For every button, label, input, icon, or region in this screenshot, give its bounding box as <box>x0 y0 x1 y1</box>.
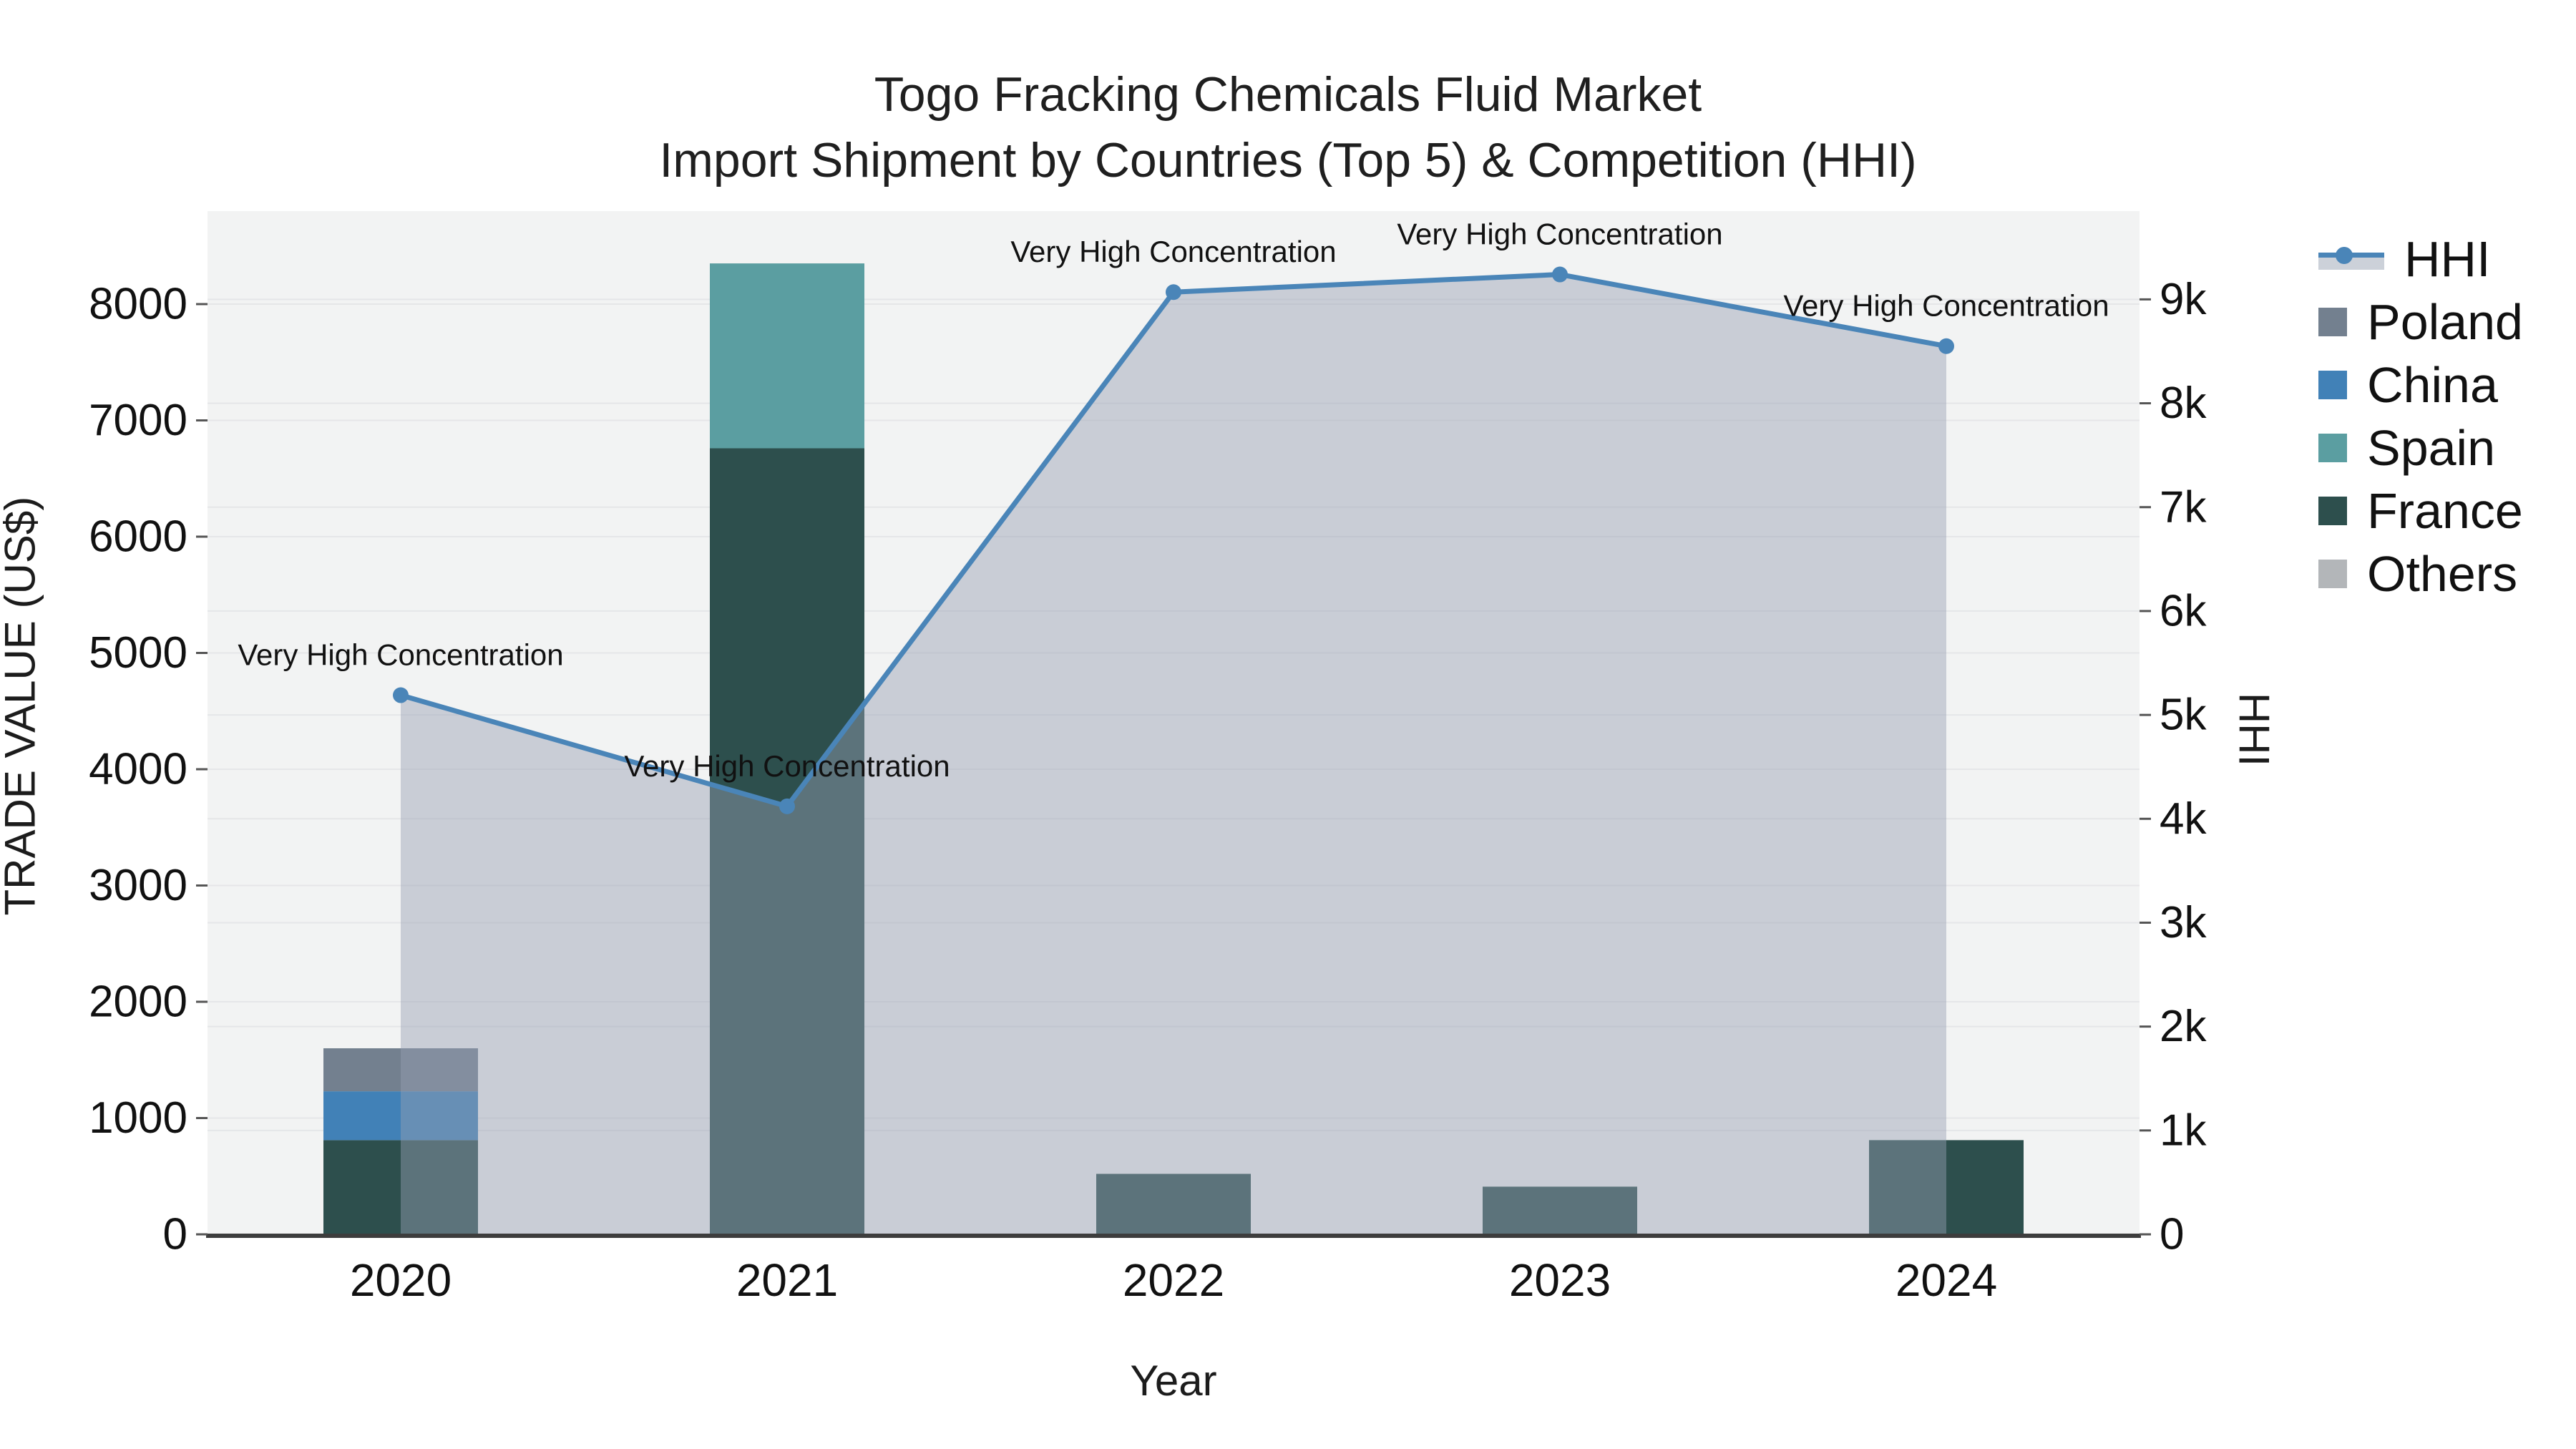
hhi-marker-2024 <box>1938 338 1954 354</box>
x-tick-label-2024: 2024 <box>1896 1254 1997 1306</box>
y-left-tick-label-4000: 4000 <box>89 745 187 794</box>
legend-label-poland: Poland <box>2367 294 2523 350</box>
y-right-tick-label-6k: 6k <box>2160 586 2207 635</box>
x-axis-title: Year <box>1130 1357 1217 1405</box>
hhi-marker-2020 <box>393 687 409 703</box>
legend-swatch-france <box>2318 497 2347 525</box>
legend-swatch-spain <box>2318 434 2347 462</box>
y-left-tick-label-0: 0 <box>163 1210 187 1259</box>
bar-segment-france-2024 <box>1869 1140 2024 1234</box>
annotations: Very High Concentration Very High Concent… <box>238 218 2109 783</box>
legend-swatch-others <box>2318 560 2347 588</box>
hhi-legend-area-band <box>2318 254 2384 270</box>
legend-label-spain: Spain <box>2367 420 2496 476</box>
legend-item-spain[interactable]: Spain <box>2318 423 2523 473</box>
chart-title: Togo Fracking Chemicals Fluid Market Imp… <box>0 62 2576 193</box>
hhi-marker-2021 <box>779 798 795 814</box>
y-right-tick-label-1k: 1k <box>2160 1106 2207 1155</box>
legend-swatch-china <box>2318 371 2347 399</box>
gridlines <box>208 298 2140 1131</box>
y-right-tick-label-9k: 9k <box>2160 275 2207 324</box>
y-left-tick-label-3000: 3000 <box>89 861 187 910</box>
tick-labels: 0 1000 2000 3000 4000 5000 6000 7000 8000 0 1k 2k 3k… <box>89 275 2207 1306</box>
bar-segment-france-2020 <box>323 1140 478 1234</box>
y-left-tick-label-6000: 6000 <box>89 512 187 562</box>
legend-item-france[interactable]: France <box>2318 486 2523 536</box>
x-tick-label-2021: 2021 <box>736 1254 838 1306</box>
y-right-tick-label-5k: 5k <box>2160 691 2207 740</box>
y-left-tick-label-5000: 5000 <box>89 628 187 678</box>
chart-title-line2: Import Shipment by Countries (Top 5) & C… <box>659 133 1917 187</box>
axis-lines-and-ticks <box>196 298 2151 1238</box>
annotation-2024: Very High Concentration <box>1783 289 2109 323</box>
hhi-markers <box>393 266 1954 814</box>
plot-area <box>208 211 2140 1234</box>
x-tick-label-2023: 2023 <box>1509 1254 1611 1306</box>
x-tick-label-2020: 2020 <box>350 1254 452 1306</box>
y-right-tick-label-3k: 3k <box>2160 898 2207 947</box>
bar-segment-poland-2020 <box>323 1048 478 1092</box>
annotation-2023: Very High Concentration <box>1397 218 1722 251</box>
annotation-2021: Very High Concentration <box>624 749 950 783</box>
legend-label-others: Others <box>2367 546 2518 602</box>
y-left-tick-label-2000: 2000 <box>89 977 187 1027</box>
chart-title-line1: Togo Fracking Chemicals Fluid Market <box>874 67 1702 122</box>
y-left-tick-label-1000: 1000 <box>89 1093 187 1143</box>
legend-item-hhi[interactable]: HHI <box>2318 234 2523 284</box>
y-right-tick-label-2k: 2k <box>2160 1002 2207 1051</box>
hhi-legend-glyph <box>2318 245 2384 273</box>
bar-segment-china-2020 <box>323 1091 478 1141</box>
bar-segment-france-2021 <box>710 448 864 1234</box>
annotation-2022: Very High Concentration <box>1010 235 1336 268</box>
legend-label-france: France <box>2367 483 2523 539</box>
legend-label-china: China <box>2367 357 2498 413</box>
legend-item-china[interactable]: China <box>2318 360 2523 410</box>
hhi-marker-2023 <box>1552 266 1568 283</box>
hhi-legend-marker <box>2336 247 2353 264</box>
y-left-tick-label-8000: 8000 <box>89 280 187 329</box>
legend-item-poland[interactable]: Poland <box>2318 297 2523 347</box>
hhi-marker-2022 <box>1166 284 1181 301</box>
y-right-tick-label-8k: 8k <box>2160 379 2207 428</box>
annotation-2020: Very High Concentration <box>238 638 563 672</box>
bar-series <box>323 263 2024 1234</box>
x-tick-label-2022: 2022 <box>1123 1254 1224 1306</box>
y-right-tick-label-7k: 7k <box>2160 482 2207 532</box>
y-right-axis-title: HHI <box>2230 692 2278 767</box>
y-left-tick-label-7000: 7000 <box>89 396 187 445</box>
plot-background <box>208 211 2140 1234</box>
y-left-axis-title: TRADE VALUE (US$) <box>0 496 44 916</box>
bar-segment-spain-2021 <box>710 263 864 449</box>
hhi-area-fill <box>401 274 1946 1235</box>
legend-swatch-poland <box>2318 308 2347 336</box>
bar-segment-france-2023 <box>1483 1186 1637 1234</box>
bar-segment-france-2022 <box>1096 1174 1251 1234</box>
y-right-tick-label-4k: 4k <box>2160 794 2207 844</box>
legend: HHI Poland China Spain France Others <box>2318 234 2523 599</box>
legend-item-others[interactable]: Others <box>2318 549 2523 599</box>
legend-label-hhi: HHI <box>2404 231 2491 287</box>
hhi-area <box>401 274 1946 1235</box>
y-right-tick-label-0: 0 <box>2160 1210 2184 1259</box>
